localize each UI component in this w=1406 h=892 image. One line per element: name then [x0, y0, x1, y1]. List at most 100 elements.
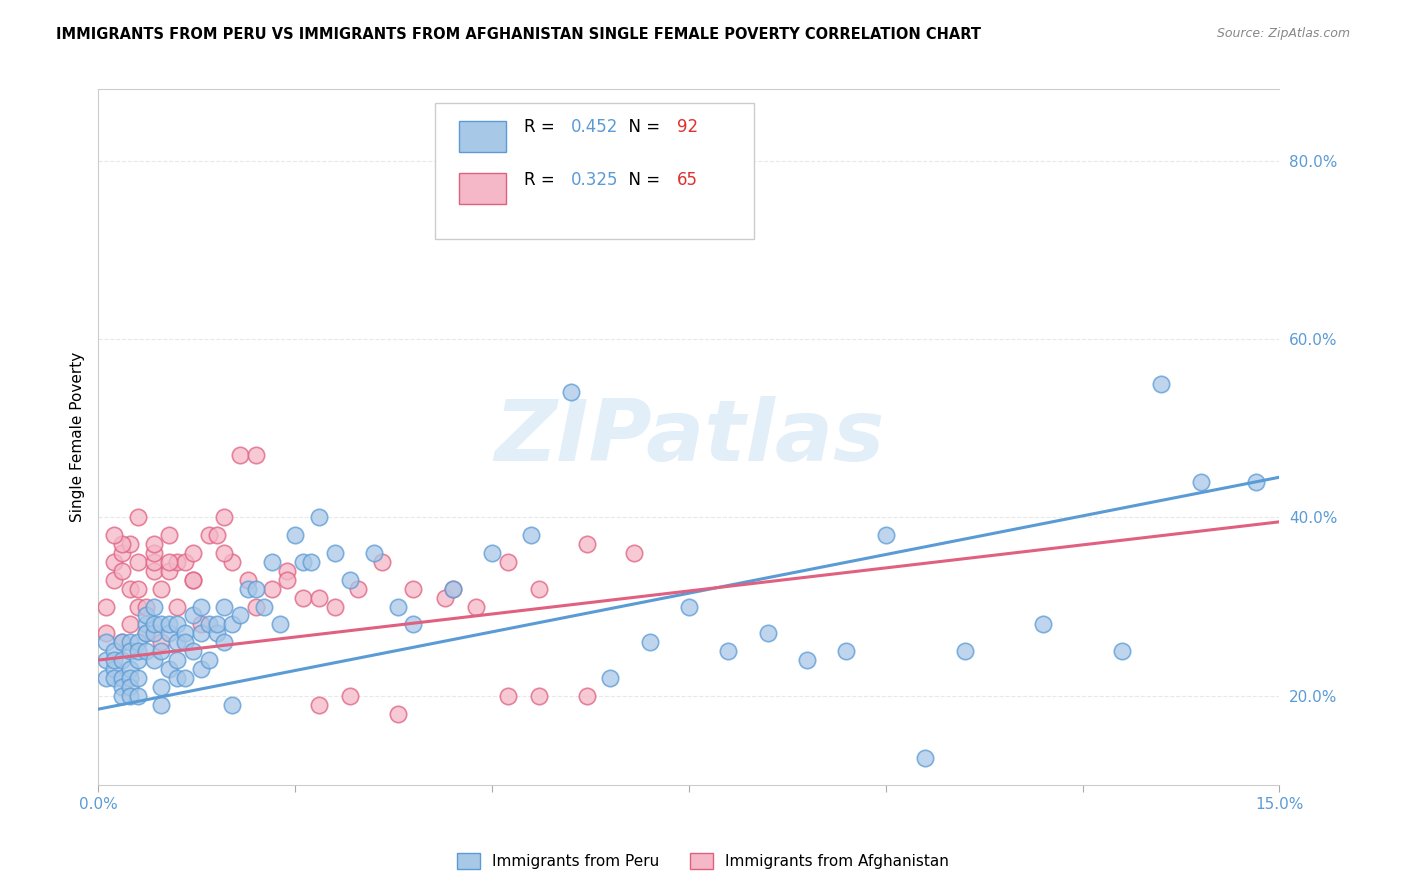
Point [142, 546, 165, 560]
Point [142, 555, 165, 569]
Text: Source: ZipAtlas.com: Source: ZipAtlas.com [1216, 27, 1350, 40]
Point [142, 564, 165, 578]
Point [205, 617, 228, 632]
Point [1244, 475, 1267, 489]
Point [339, 689, 361, 703]
Point [292, 591, 315, 605]
Point [118, 662, 141, 676]
Point [135, 599, 157, 614]
Point [197, 653, 219, 667]
Point [127, 635, 149, 649]
Point [111, 671, 134, 685]
Point [111, 635, 134, 649]
Point [142, 653, 165, 667]
Point [103, 653, 125, 667]
Point [96, 653, 118, 667]
Point [197, 528, 219, 542]
Point [150, 698, 173, 712]
Point [181, 546, 204, 560]
Point [127, 689, 149, 703]
Point [111, 680, 134, 694]
Point [111, 546, 134, 560]
Point [205, 528, 228, 542]
Point [142, 537, 165, 551]
Point [157, 564, 180, 578]
Point [560, 385, 582, 400]
Point [135, 617, 157, 632]
Point [118, 635, 141, 649]
Text: ZIPatlas: ZIPatlas [494, 395, 884, 479]
Bar [458, 120, 506, 152]
Point [150, 680, 173, 694]
Point [190, 662, 212, 676]
Point [96, 599, 118, 614]
Point [150, 617, 173, 632]
Point [127, 644, 149, 658]
Point [135, 626, 157, 640]
Point [496, 555, 519, 569]
Point [174, 555, 197, 569]
Point [402, 582, 425, 596]
Point [465, 599, 488, 614]
Point [127, 599, 149, 614]
Point [496, 689, 519, 703]
Point [529, 582, 551, 596]
Text: 0.452: 0.452 [571, 119, 619, 136]
Point [371, 555, 394, 569]
Point [1032, 617, 1054, 632]
Point [96, 635, 118, 649]
Point [127, 653, 149, 667]
Point [599, 671, 621, 685]
Point [575, 689, 598, 703]
Point [835, 644, 858, 658]
Text: N =: N = [619, 119, 665, 136]
Point [387, 706, 409, 721]
Point [221, 555, 243, 569]
Point [127, 582, 149, 596]
Point [166, 635, 188, 649]
Point [190, 599, 212, 614]
Point [276, 564, 298, 578]
Point [623, 546, 645, 560]
Point [157, 617, 180, 632]
Point [127, 555, 149, 569]
Point [269, 617, 291, 632]
Point [166, 599, 188, 614]
Point [678, 599, 700, 614]
Point [181, 573, 204, 587]
Point [157, 662, 180, 676]
Point [174, 671, 197, 685]
Point [150, 644, 173, 658]
Point [276, 573, 298, 587]
Point [229, 608, 252, 623]
Text: R =: R = [523, 170, 560, 188]
Point [260, 582, 283, 596]
Point [260, 555, 283, 569]
Point [118, 537, 141, 551]
Point [150, 582, 173, 596]
Point [638, 635, 661, 649]
Point [157, 528, 180, 542]
Point [174, 626, 197, 640]
Point [111, 635, 134, 649]
Point [520, 528, 543, 542]
Point [142, 617, 165, 632]
Point [214, 599, 236, 614]
Y-axis label: Single Female Poverty: Single Female Poverty [69, 352, 84, 522]
Point [166, 671, 188, 685]
Point [103, 662, 125, 676]
Point [308, 698, 330, 712]
Point [157, 555, 180, 569]
Point [245, 599, 267, 614]
Point [111, 689, 134, 703]
Point [347, 582, 370, 596]
Point [953, 644, 976, 658]
Point [221, 617, 243, 632]
Point [387, 599, 409, 614]
Text: 0.325: 0.325 [571, 170, 619, 188]
Point [292, 555, 315, 569]
Point [253, 599, 276, 614]
Point [756, 626, 779, 640]
Bar [458, 173, 506, 204]
Point [103, 573, 125, 587]
